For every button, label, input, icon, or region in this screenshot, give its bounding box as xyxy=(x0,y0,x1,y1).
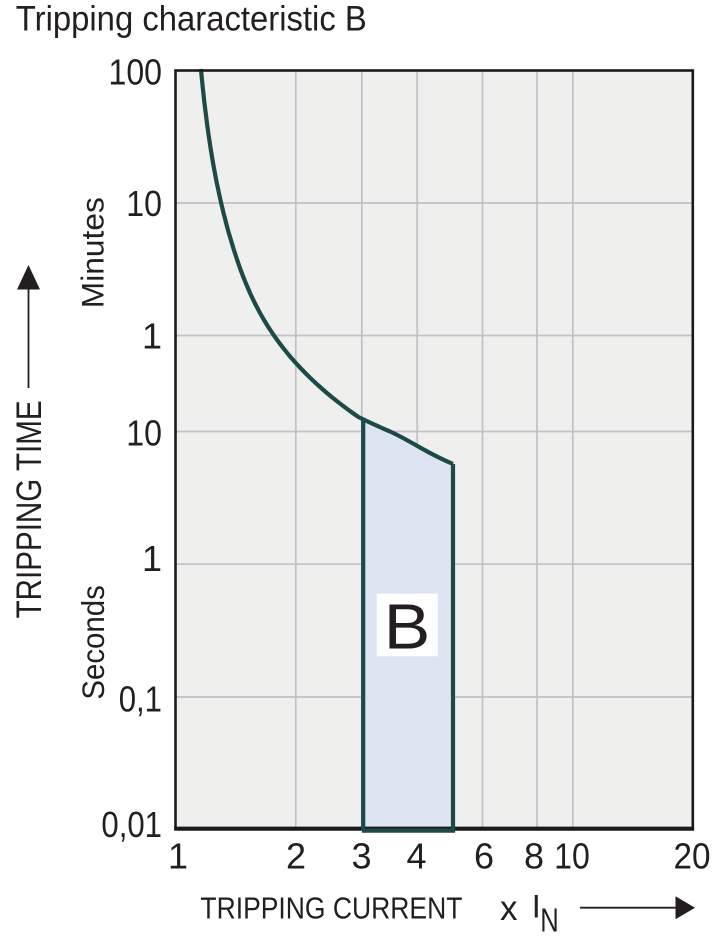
svg-text:I: I xyxy=(532,889,541,925)
svg-text:x: x xyxy=(500,889,518,928)
svg-text:TRIPPING TIME: TRIPPING TIME xyxy=(9,400,49,618)
svg-text:Seconds: Seconds xyxy=(75,585,111,700)
svg-text:1: 1 xyxy=(142,538,162,579)
svg-text:8: 8 xyxy=(524,836,544,877)
svg-text:Tripping characteristic B: Tripping characteristic B xyxy=(16,0,367,39)
svg-text:0,01: 0,01 xyxy=(101,804,162,845)
svg-text:20: 20 xyxy=(674,836,711,877)
svg-text:10: 10 xyxy=(126,413,162,454)
svg-text:10: 10 xyxy=(126,183,162,224)
svg-text:100: 100 xyxy=(109,51,163,92)
svg-text:1: 1 xyxy=(168,836,188,877)
svg-text:Minutes: Minutes xyxy=(74,197,110,308)
svg-text:10: 10 xyxy=(554,836,590,877)
svg-text:3: 3 xyxy=(351,836,371,877)
svg-text:TRIPPING CURRENT: TRIPPING CURRENT xyxy=(200,892,462,926)
svg-text:2: 2 xyxy=(286,836,306,877)
svg-text:4: 4 xyxy=(406,836,426,877)
svg-text:1: 1 xyxy=(142,316,162,357)
svg-text:0,1: 0,1 xyxy=(119,679,162,720)
svg-text:N: N xyxy=(540,901,559,938)
svg-text:6: 6 xyxy=(474,836,494,877)
svg-text:B: B xyxy=(384,591,431,663)
